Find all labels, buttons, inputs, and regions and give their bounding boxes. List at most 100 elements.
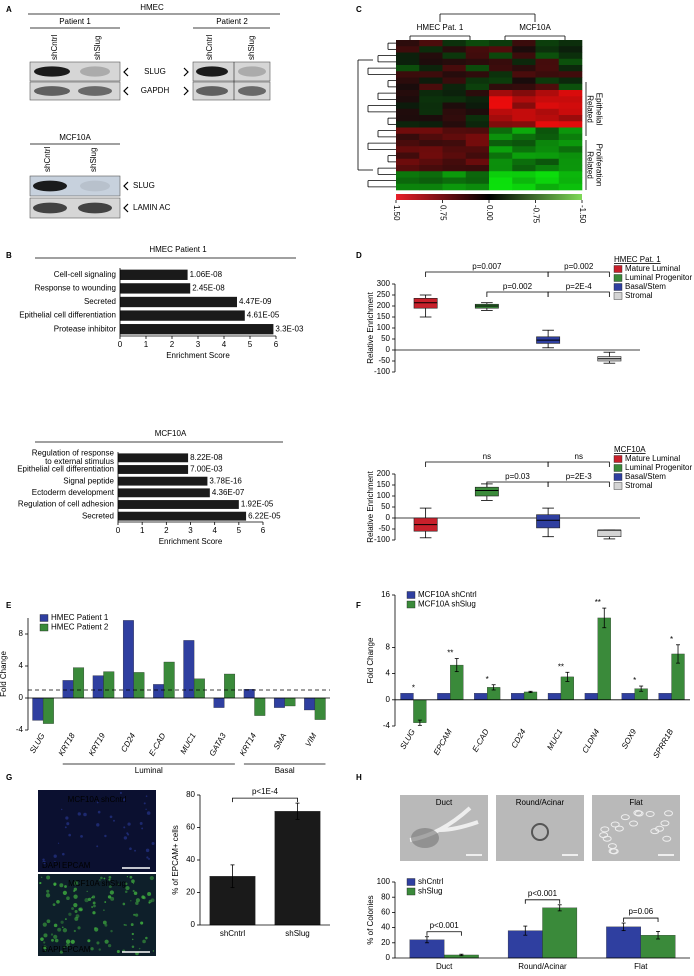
heatmap-cell — [442, 65, 467, 72]
heatmap-cell — [535, 127, 560, 135]
heatmap-cell — [535, 52, 560, 60]
heatmap-cell — [558, 140, 583, 147]
heatmap-cell — [489, 77, 513, 85]
stain — [54, 860, 56, 863]
heatmap-cell — [535, 71, 560, 78]
column-label: HMEC Pat. 1 — [417, 23, 464, 32]
stain — [51, 938, 54, 942]
comparison-bracket — [623, 917, 659, 923]
x-tick-label: CD24 — [119, 731, 137, 754]
stain — [147, 891, 152, 896]
stain-label: EPCAM — [62, 861, 91, 870]
comparison-label: ns — [483, 452, 491, 461]
stain — [43, 941, 46, 944]
x-axis-label: Enrichment Score — [159, 537, 223, 546]
heatmap-cell — [558, 127, 583, 135]
significance: ** — [558, 662, 564, 671]
stain — [145, 808, 147, 811]
panel-label: D — [356, 251, 362, 260]
colony — [634, 810, 644, 817]
cluster-label: EpithelialRelated — [585, 93, 603, 126]
x-tick-label: VIM — [304, 731, 319, 748]
bar — [413, 699, 427, 723]
stain — [109, 890, 115, 895]
stain — [146, 811, 151, 815]
significance: * — [633, 676, 636, 685]
heatmap-cell — [512, 152, 536, 160]
heatmap-cell — [442, 171, 467, 178]
stain — [77, 812, 81, 816]
comparison-bracket — [426, 931, 462, 936]
x-tick-label: 2 — [164, 526, 169, 535]
heatmap-cell — [442, 90, 467, 97]
stain — [100, 876, 103, 880]
stain — [77, 926, 81, 930]
p-value: 3.3E-03 — [275, 324, 304, 333]
stain — [110, 896, 115, 901]
p-value: 1.92E-05 — [241, 500, 274, 509]
y-tick-label: 8 — [19, 629, 24, 638]
significance: * — [486, 675, 489, 684]
heatmap-cell — [535, 40, 560, 47]
box — [413, 297, 438, 309]
category-label: Cell-cell signaling — [54, 270, 116, 279]
stain — [122, 902, 126, 906]
legend-swatch — [39, 623, 49, 632]
stain — [122, 798, 126, 801]
p-value: 2.45E-08 — [192, 284, 225, 293]
heatmap-cell — [419, 90, 443, 97]
category-label: Signal peptide — [63, 476, 114, 485]
panel-label: C — [356, 5, 362, 14]
heatmap-cell — [489, 183, 513, 191]
stain — [103, 877, 106, 880]
stain — [64, 885, 67, 888]
stain — [96, 823, 100, 827]
arrow — [123, 181, 129, 191]
stain — [65, 939, 71, 944]
colorbar-label: 1.50 — [392, 205, 401, 221]
heatmap-cell — [512, 52, 536, 60]
legend-label: Stromal — [625, 291, 653, 300]
colony — [645, 810, 655, 817]
stain — [145, 848, 150, 853]
heatmap-cell — [535, 83, 560, 91]
heatmap-cell — [489, 65, 513, 72]
box — [536, 514, 561, 529]
stain — [42, 922, 47, 927]
stain — [74, 909, 78, 913]
heatmap-cell — [489, 58, 513, 66]
blot-band — [80, 66, 110, 77]
stain — [90, 947, 94, 951]
heatmap-cell — [419, 77, 443, 85]
box — [474, 486, 499, 497]
heatmap-cell — [535, 96, 560, 103]
stain — [60, 808, 63, 811]
heatmap-cell — [489, 102, 513, 110]
panel-label: F — [356, 601, 361, 610]
stain — [46, 875, 51, 880]
comparison-label: p=0.007 — [472, 262, 502, 271]
heatmap-cell — [396, 71, 420, 78]
legend-swatch — [613, 292, 623, 300]
stain — [135, 898, 141, 903]
heatmap-cell — [465, 71, 490, 78]
stain — [108, 876, 112, 879]
x-tick-label: SOX9 — [620, 727, 639, 750]
legend-label: Mature Luminal — [625, 264, 680, 273]
category-label: Protease inhibitor — [54, 324, 117, 333]
x-tick-label: SLUG — [28, 732, 47, 755]
column-label: MCF10A — [519, 23, 551, 32]
heatmap-cell — [512, 83, 536, 91]
x-tick-label: 0 — [116, 526, 121, 535]
stain — [96, 801, 99, 804]
comparison-label: p=0.03 — [505, 472, 530, 481]
heatmap-cell — [465, 77, 490, 85]
stain — [129, 875, 133, 879]
colony — [531, 823, 549, 841]
blot-band — [78, 86, 112, 96]
bar — [284, 697, 296, 707]
heatmap-cell — [396, 58, 420, 66]
y-tick-label: 4 — [19, 661, 24, 670]
heatmap-cell — [512, 133, 536, 141]
y-tick-label: 150 — [377, 312, 391, 321]
